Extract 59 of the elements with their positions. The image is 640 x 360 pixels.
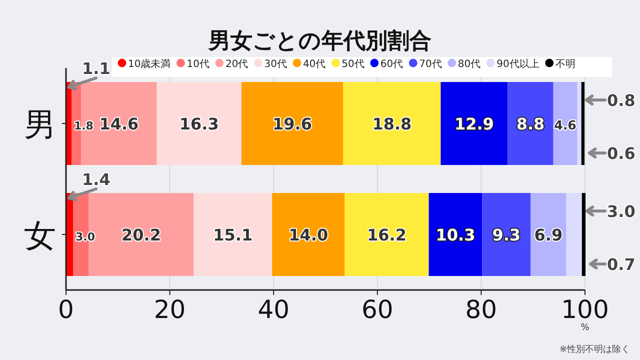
- legend-label: 70代: [419, 59, 442, 70]
- data-label: 0.6: [607, 144, 636, 163]
- bar: [440, 82, 508, 165]
- bar: [343, 82, 441, 165]
- bar: [530, 193, 566, 276]
- data-label: 14.6: [99, 114, 139, 134]
- bar: [156, 82, 242, 165]
- bar: [581, 82, 584, 165]
- legend-label: 10代: [186, 59, 210, 70]
- data-label: 16.2: [367, 226, 406, 244]
- x-tick-label: 80: [465, 295, 498, 324]
- data-label: 1.1: [82, 59, 110, 78]
- x-tick-label: 20: [154, 295, 186, 324]
- bar: [577, 82, 582, 165]
- legend-label: 30代: [264, 59, 287, 70]
- x-axis-title: %: [580, 323, 590, 333]
- bar: [194, 193, 272, 276]
- data-label: 9.3: [492, 226, 521, 244]
- bar: [241, 82, 344, 165]
- data-label: 1.4: [82, 170, 110, 189]
- data-label: 16.3: [179, 114, 219, 134]
- legend-label: 10歳未満: [128, 58, 171, 70]
- bar: [566, 193, 582, 276]
- legend-label: 80代: [458, 59, 481, 70]
- data-label: 6.9: [534, 226, 563, 244]
- x-tick-label: 0: [58, 295, 74, 324]
- bar: [428, 193, 482, 276]
- x-tick-label: 100: [561, 295, 609, 324]
- data-label: 0.8: [607, 91, 636, 110]
- legend-label: 不明: [555, 59, 576, 70]
- data-label: 18.8: [372, 114, 412, 134]
- legend-label: 90代以上: [496, 58, 540, 70]
- bar: [482, 193, 531, 276]
- bar: [508, 82, 554, 165]
- legend-label: 50代: [342, 59, 364, 70]
- data-label: 1.8: [74, 120, 94, 132]
- data-label: 10.3: [436, 226, 476, 244]
- legend-label: 20代: [225, 59, 248, 70]
- data-label: 4.6: [554, 118, 577, 132]
- bar: [582, 193, 586, 276]
- y-tick-label: 男: [24, 106, 56, 144]
- legend-label: 60代: [380, 59, 404, 70]
- x-tick-label: 60: [361, 295, 394, 324]
- data-label: 3.0: [607, 202, 636, 221]
- data-label: 12.9: [454, 114, 494, 134]
- data-label: 14.0: [288, 226, 328, 244]
- legend-label: 40代: [302, 59, 326, 70]
- data-label: 3.0: [76, 230, 96, 244]
- bar: [344, 193, 429, 276]
- data-label: 0.7: [607, 255, 636, 274]
- text: ※性別不明は除く: [559, 344, 630, 355]
- data-label: 8.8: [516, 114, 545, 134]
- data-label: 20.2: [122, 226, 161, 244]
- y-tick-label: 女: [24, 216, 56, 254]
- x-tick-label: 40: [258, 295, 290, 324]
- chart-title: 男女ごとの年代別割合: [208, 29, 432, 54]
- data-label: 15.1: [213, 226, 253, 244]
- data-label: 19.6: [272, 114, 312, 134]
- bar: [272, 193, 345, 276]
